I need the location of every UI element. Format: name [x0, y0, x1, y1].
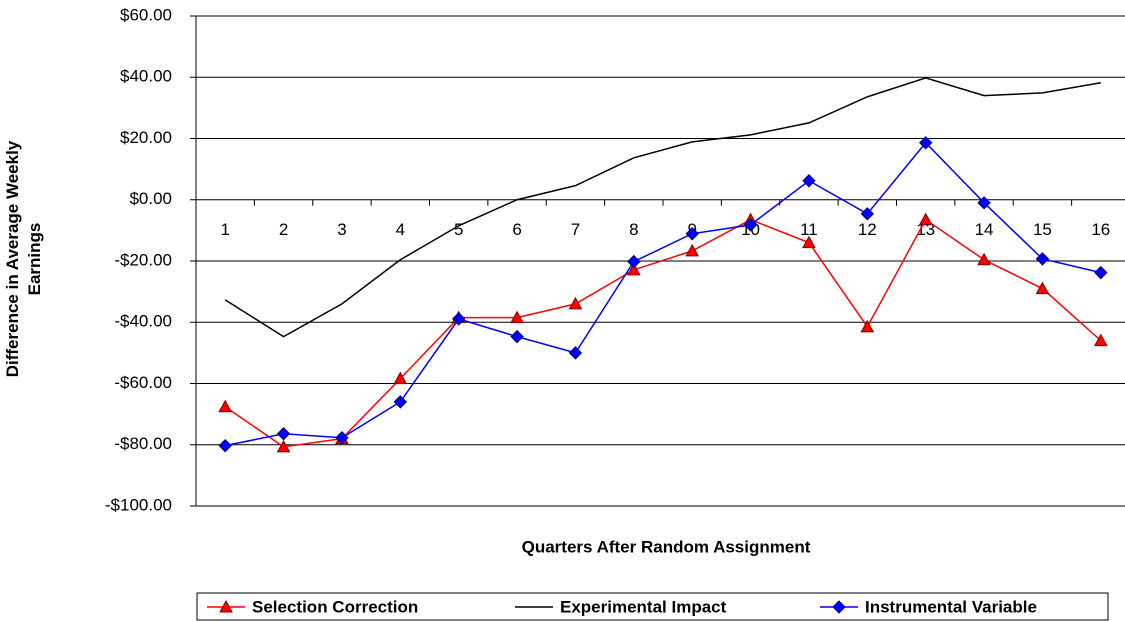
data-point [860, 207, 875, 221]
x-axis-label: Quarters After Random Assignment [522, 537, 811, 556]
data-point [1093, 333, 1108, 347]
y-tick-label: $60.00 [120, 5, 172, 24]
data-point [802, 174, 816, 188]
x-tick-label: 12 [858, 220, 877, 239]
data-point [918, 136, 933, 150]
x-tick-label: 1 [220, 220, 229, 239]
x-tick-label: 3 [337, 220, 346, 239]
legend-label: Experimental Impact [560, 597, 727, 616]
data-point [1035, 281, 1050, 295]
data-point [451, 312, 466, 326]
data-point [685, 227, 699, 241]
data-point [218, 399, 233, 413]
data-point [977, 196, 991, 210]
legend-label: Selection Correction [252, 597, 418, 616]
data-point [627, 254, 641, 269]
x-tick-label: 2 [279, 220, 288, 239]
x-tick-label: 16 [1091, 220, 1110, 239]
data-point [1035, 252, 1050, 266]
legend-marker [832, 600, 846, 614]
series-line [224, 218, 1102, 448]
x-tick-label: 11 [800, 220, 818, 239]
x-tick-label: 15 [1033, 220, 1052, 239]
x-tick-label: 6 [512, 220, 521, 239]
data-point [510, 310, 524, 324]
data-point [743, 218, 758, 232]
data-point [802, 235, 816, 249]
legend-box [196, 592, 1109, 621]
series-line [225, 141, 1101, 447]
y-tick-label: $0.00 [129, 189, 172, 208]
y-tick-label: -$20.00 [114, 250, 172, 269]
data-point [218, 438, 232, 453]
data-point [568, 296, 583, 310]
data-point [276, 439, 291, 453]
y-tick-label: -$40.00 [114, 312, 172, 331]
data-point [393, 395, 408, 409]
data-point [685, 243, 700, 257]
y-tick-label: $20.00 [120, 128, 172, 147]
data-point [1094, 265, 1108, 280]
legend-label: Instrumental Variable [865, 597, 1037, 616]
x-tick-label: 14 [975, 220, 994, 239]
x-tick-label: 5 [454, 220, 463, 239]
data-point [393, 371, 408, 385]
series-line [224, 77, 1101, 338]
legend-marker [219, 599, 233, 613]
y-tick-label: -$100.00 [105, 495, 172, 514]
data-point [860, 319, 875, 333]
y-tick-label: -$80.00 [114, 434, 172, 453]
data-point [568, 346, 583, 360]
x-tick-label: 4 [396, 220, 405, 239]
x-tick-label: 7 [571, 220, 580, 239]
data-point [276, 427, 291, 441]
y-tick-label: $40.00 [120, 67, 172, 86]
y-tick-label: -$60.00 [114, 373, 172, 392]
data-point [626, 262, 641, 276]
data-point [918, 212, 933, 226]
data-point [977, 252, 991, 266]
data-point [335, 430, 349, 445]
x-tick-label: 8 [629, 220, 638, 239]
data-point [510, 329, 524, 344]
